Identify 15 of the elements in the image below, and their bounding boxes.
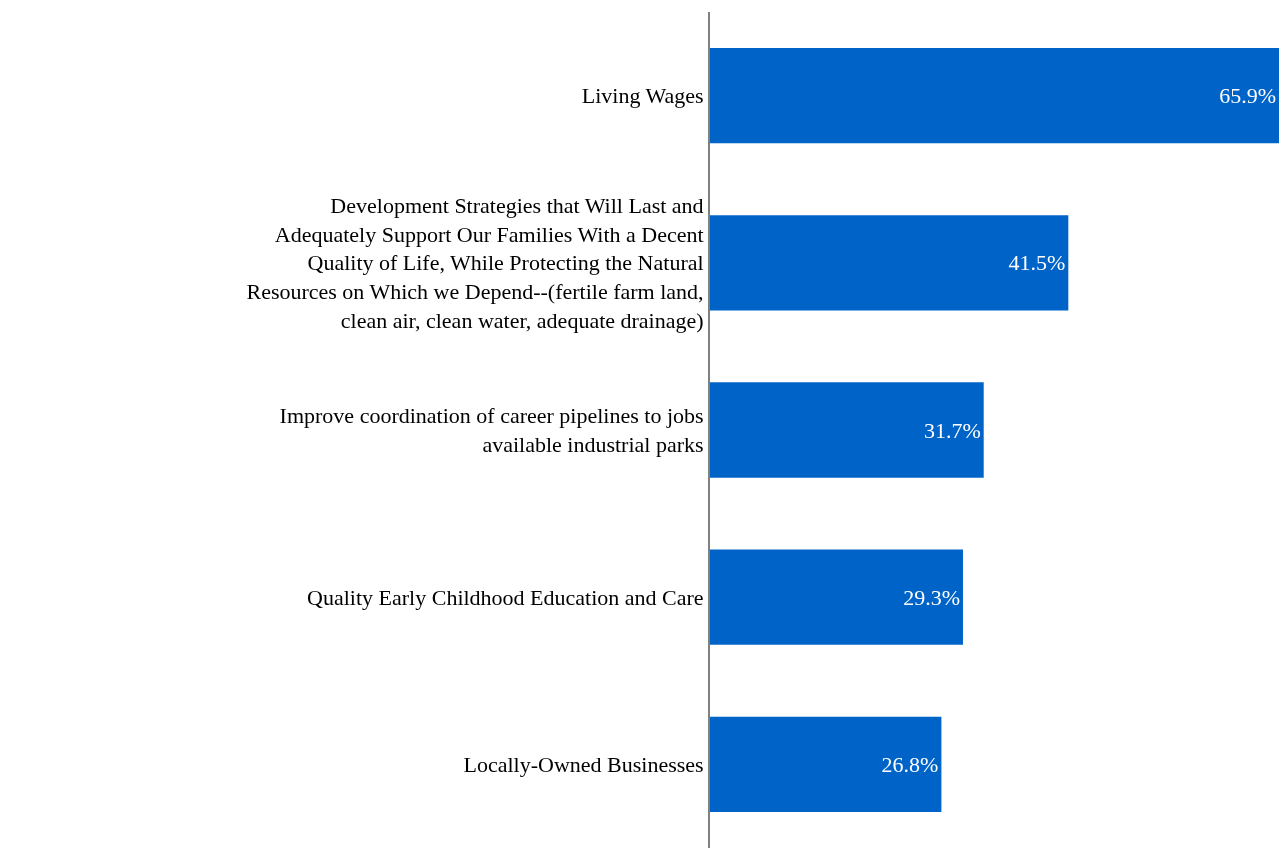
y-tick-label: Quality Early Childhood Education and Care bbox=[307, 584, 704, 610]
y-tick-label: Living Wages bbox=[581, 83, 704, 109]
bar bbox=[710, 549, 963, 645]
data-label: 26.8% bbox=[881, 751, 939, 777]
bar bbox=[710, 716, 942, 813]
data-label: 31.7% bbox=[923, 417, 981, 443]
data-label: 41.5% bbox=[1008, 250, 1066, 276]
data-label: 29.3% bbox=[903, 584, 960, 610]
bar bbox=[710, 47, 1279, 144]
bar bbox=[710, 382, 984, 478]
y-tick-label: Development Strategies that Will Last and Adequately Support Our Families With a Decent Quality of Life, While Protecting the Natural Resources on Which we Depend--(fertile farm land, clean air, clean water, adequate drainage) bbox=[246, 193, 704, 333]
y-tick-label: Improve coordination of career pipelines to jobs available industrial parks bbox=[279, 403, 704, 457]
data-label: 65.9% bbox=[1219, 83, 1276, 109]
y-tick-label: Locally-Owned Businesses bbox=[463, 752, 704, 778]
bar bbox=[710, 215, 1069, 311]
